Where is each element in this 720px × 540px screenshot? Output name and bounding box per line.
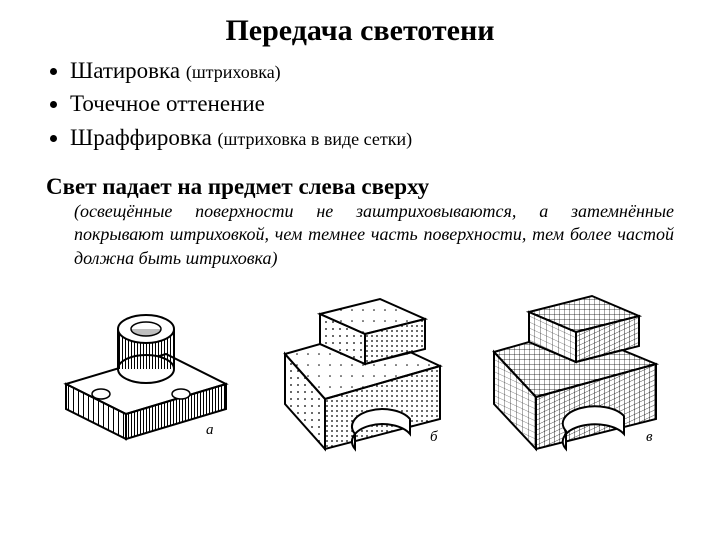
bullet-list: Шатировка (штриховка) Точечное оттенение…: [46, 54, 674, 154]
crosshatch-icon: [474, 284, 674, 454]
rule-block: Свет падает на предмет слева сверху (осв…: [46, 174, 674, 270]
rule-explain: (освещённые поверхности не заштриховываю…: [46, 200, 674, 270]
figure-b: б: [260, 284, 460, 454]
figure-c: в: [474, 284, 674, 454]
figure-label: в: [646, 429, 653, 446]
figure-a: а: [46, 294, 246, 454]
bullet-main: Точечное оттенение: [70, 91, 265, 116]
bullet-item: Точечное оттенение: [70, 87, 674, 120]
bullet-item: Шатировка (штриховка): [70, 54, 674, 87]
slide: Передача светотени Шатировка (штриховка)…: [0, 0, 720, 464]
bullet-sub: (штриховка в виде сетки): [218, 129, 413, 149]
figure-label: б: [430, 429, 438, 446]
figures-row: а: [46, 284, 674, 454]
figure-label: а: [206, 422, 214, 439]
hatching-icon: [46, 294, 246, 454]
bullet-sub: (штриховка): [186, 62, 281, 82]
bullet-main: Шатировка: [70, 58, 180, 83]
bullet-main: Шраффировка: [70, 125, 212, 150]
page-title: Передача светотени: [46, 14, 674, 48]
bullet-item: Шраффировка (штриховка в виде сетки): [70, 121, 674, 154]
rule-bold: Свет падает на предмет слева сверху: [46, 174, 429, 199]
